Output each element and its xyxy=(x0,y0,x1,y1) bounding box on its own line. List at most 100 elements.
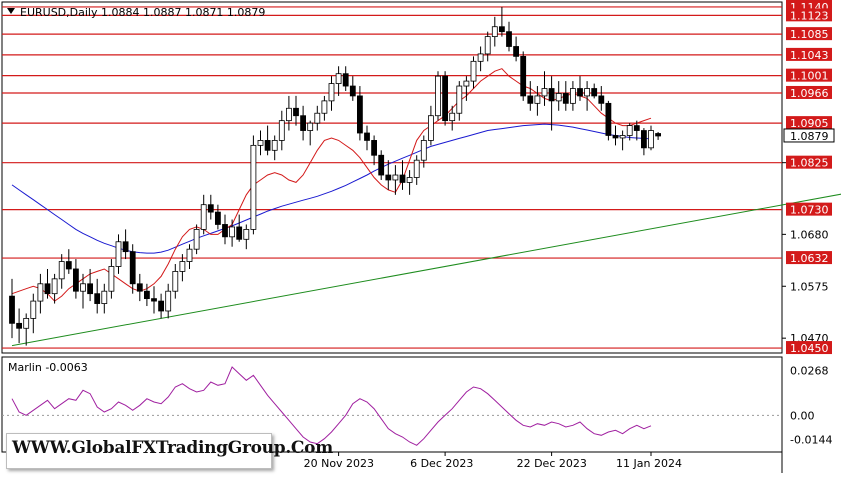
level-label: 1.0966 xyxy=(790,87,829,100)
candle[interactable] xyxy=(250,135,257,235)
candle[interactable] xyxy=(463,76,470,101)
candle[interactable] xyxy=(570,81,576,111)
candle[interactable] xyxy=(80,273,86,309)
candle[interactable] xyxy=(584,81,590,111)
candle[interactable] xyxy=(44,268,51,299)
candle[interactable] xyxy=(598,86,605,111)
candle[interactable] xyxy=(165,283,172,319)
candle[interactable] xyxy=(243,224,250,250)
candle[interactable] xyxy=(555,81,562,111)
candle[interactable] xyxy=(520,51,527,101)
candle[interactable] xyxy=(641,128,647,156)
candle[interactable] xyxy=(278,110,285,151)
candle[interactable] xyxy=(399,160,406,190)
candle[interactable] xyxy=(51,273,58,304)
candle[interactable] xyxy=(364,125,370,151)
candle[interactable] xyxy=(328,76,335,111)
candle[interactable] xyxy=(605,100,612,141)
candle[interactable] xyxy=(577,76,583,101)
candle[interactable] xyxy=(541,71,548,106)
candle[interactable] xyxy=(470,56,477,89)
candle[interactable] xyxy=(633,120,640,141)
price-panel[interactable] xyxy=(1,1,783,354)
price-tick-label: 1.0575 xyxy=(790,280,829,293)
candle[interactable] xyxy=(158,293,165,319)
candle[interactable] xyxy=(385,160,392,190)
candle[interactable] xyxy=(413,155,420,185)
candle[interactable] xyxy=(562,81,569,111)
candle[interactable] xyxy=(23,313,30,346)
candle[interactable] xyxy=(619,130,626,151)
candle[interactable] xyxy=(58,254,65,289)
candle[interactable] xyxy=(87,268,93,302)
candle[interactable] xyxy=(179,254,186,282)
candle[interactable] xyxy=(222,214,228,245)
candle[interactable] xyxy=(335,66,342,96)
candle[interactable] xyxy=(65,249,72,274)
candle[interactable] xyxy=(136,273,143,302)
candle[interactable] xyxy=(356,86,363,141)
candle[interactable] xyxy=(477,46,484,72)
candle[interactable] xyxy=(151,286,157,314)
candle[interactable] xyxy=(193,224,200,255)
candle[interactable] xyxy=(73,259,79,299)
candle[interactable] xyxy=(143,283,150,307)
candle[interactable] xyxy=(442,71,449,126)
candle[interactable] xyxy=(626,123,633,141)
candle[interactable] xyxy=(200,194,207,235)
candle[interactable] xyxy=(420,135,427,168)
candle[interactable] xyxy=(236,214,243,242)
candle[interactable] xyxy=(491,16,498,47)
candle[interactable] xyxy=(456,81,463,121)
level-label: 1.1043 xyxy=(790,49,829,62)
candle[interactable] xyxy=(527,81,534,111)
candle[interactable] xyxy=(214,204,221,230)
candle[interactable] xyxy=(506,21,512,52)
candle[interactable] xyxy=(271,135,278,161)
candle[interactable] xyxy=(108,259,115,299)
candle[interactable] xyxy=(321,95,328,121)
candle[interactable] xyxy=(314,105,321,131)
level-label: 1.0825 xyxy=(790,157,829,170)
candle[interactable] xyxy=(612,125,619,146)
candle[interactable] xyxy=(264,125,271,156)
candle[interactable] xyxy=(16,308,23,344)
candle[interactable] xyxy=(122,229,129,260)
candle[interactable] xyxy=(37,273,44,314)
candle[interactable] xyxy=(484,31,491,62)
candle[interactable] xyxy=(300,105,307,141)
candle[interactable] xyxy=(94,278,101,314)
candle[interactable] xyxy=(172,264,179,299)
candle[interactable] xyxy=(9,278,15,339)
candle[interactable] xyxy=(257,130,264,156)
candle[interactable] xyxy=(207,194,214,220)
candle[interactable] xyxy=(498,6,505,37)
candle[interactable] xyxy=(285,95,292,131)
candle[interactable] xyxy=(406,170,413,195)
candle[interactable] xyxy=(548,76,555,131)
candle[interactable] xyxy=(513,36,519,62)
candle[interactable] xyxy=(435,71,441,121)
candle[interactable] xyxy=(378,150,385,180)
candle[interactable] xyxy=(186,244,193,269)
candle[interactable] xyxy=(307,120,314,146)
candle[interactable] xyxy=(648,125,654,151)
candle[interactable] xyxy=(229,219,236,247)
candle[interactable] xyxy=(534,86,541,116)
candle[interactable] xyxy=(655,132,661,140)
candle[interactable] xyxy=(349,76,356,101)
candle[interactable] xyxy=(129,244,136,294)
candle[interactable] xyxy=(392,165,399,195)
candle[interactable] xyxy=(427,105,434,146)
symbol-menu-triangle-icon[interactable] xyxy=(7,8,15,14)
candle[interactable] xyxy=(115,234,122,274)
candle[interactable] xyxy=(293,95,299,126)
candle[interactable] xyxy=(101,283,108,314)
candle[interactable] xyxy=(449,105,456,131)
candle[interactable] xyxy=(342,66,349,91)
candle[interactable] xyxy=(371,135,378,166)
candle[interactable] xyxy=(30,293,37,334)
candle-body xyxy=(399,174,406,183)
candle[interactable] xyxy=(591,83,598,99)
